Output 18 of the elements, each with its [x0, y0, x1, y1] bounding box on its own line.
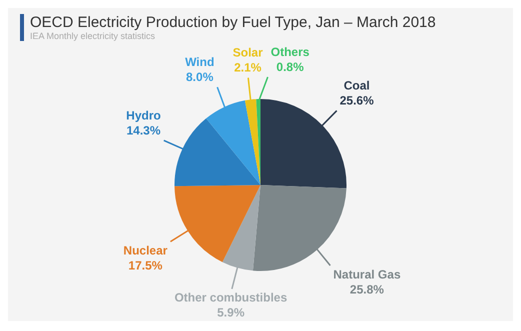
data-label: 17.5% [128, 258, 163, 272]
slice-label: Solar [232, 46, 264, 60]
data-label: 14.3% [126, 123, 161, 138]
slice-label: Wind [185, 54, 214, 69]
data-label: 25.8% [350, 282, 384, 296]
data-label: 2.1% [234, 60, 262, 75]
data-label: 8.0% [186, 70, 214, 84]
chart-title: OECD Electricity Production by Fuel Type, Jan – March 2018 [30, 14, 436, 31]
slice-label: Other combustibles [174, 290, 288, 305]
chart-subtitle: IEA Monthly electricity statistics [30, 31, 156, 41]
slice-label: Hydro [126, 108, 161, 122]
data-label: 25.6% [340, 94, 374, 108]
data-label: 0.8% [276, 60, 304, 74]
slice-label: Nuclear [123, 243, 168, 258]
slice-label: Natural Gas [333, 267, 401, 282]
slice-label: Others [270, 44, 310, 59]
data-label: 5.9% [217, 306, 245, 320]
slice-label: Coal [344, 78, 370, 93]
